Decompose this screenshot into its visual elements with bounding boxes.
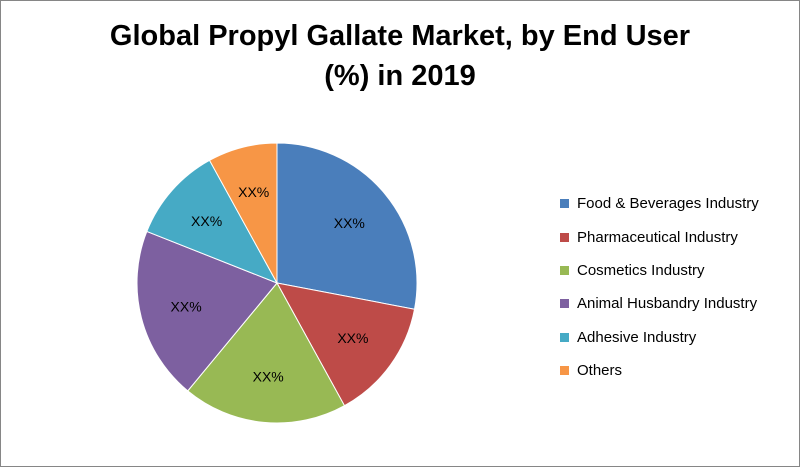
- legend-swatch: [560, 232, 569, 242]
- legend-label: Food & Beverages Industry: [577, 195, 759, 213]
- legend-item-2: Cosmetics Industry: [560, 254, 759, 287]
- pie-slice-2: [187, 282, 346, 424]
- legend-label: Cosmetics Industry: [577, 261, 705, 279]
- legend-label: Others: [577, 362, 623, 380]
- legend-swatch: [560, 265, 569, 275]
- legend-item-3: Animal Husbandry Industry: [560, 287, 759, 320]
- legend-swatch: [560, 199, 569, 209]
- chart-title-line-2: (%) in 2019: [324, 60, 476, 92]
- legend-label: Adhesive Industry: [577, 328, 697, 346]
- pie-slice-5: [208, 142, 278, 284]
- slice-data-label-1: XX%: [337, 330, 368, 346]
- slice-data-label-0: XX%: [334, 215, 365, 231]
- pie-slice-4: [146, 159, 279, 284]
- slice-data-label-5: XX%: [238, 184, 269, 200]
- legend-swatch: [560, 299, 569, 309]
- pie-slice-1: [276, 282, 416, 407]
- legend-item-4: Adhesive Industry: [560, 321, 759, 354]
- chart-title-line-1: Global Propyl Gallate Market, by End Use…: [109, 20, 691, 52]
- legend: Food & Beverages Industry Pharmaceutical …: [560, 187, 759, 387]
- pie-slice-3: [136, 230, 278, 392]
- legend-swatch: [560, 332, 569, 342]
- legend-label: Pharmaceutical Industry: [577, 228, 738, 246]
- legend-swatch: [560, 366, 569, 376]
- slice-data-label-3: XX%: [171, 298, 202, 314]
- chart-title: Global Propyl Gallate Market, by End Use…: [0, 16, 800, 96]
- legend-item-0: Food & Beverages Industry: [560, 187, 759, 220]
- legend-label: Animal Husbandry Industry: [577, 295, 758, 313]
- pie-slice-0: [276, 142, 418, 310]
- legend-item-5: Others: [560, 354, 759, 387]
- legend-item-1: Pharmaceutical Industry: [560, 220, 759, 253]
- slice-data-label-2: XX%: [253, 368, 284, 384]
- slice-data-label-4: XX%: [191, 213, 222, 229]
